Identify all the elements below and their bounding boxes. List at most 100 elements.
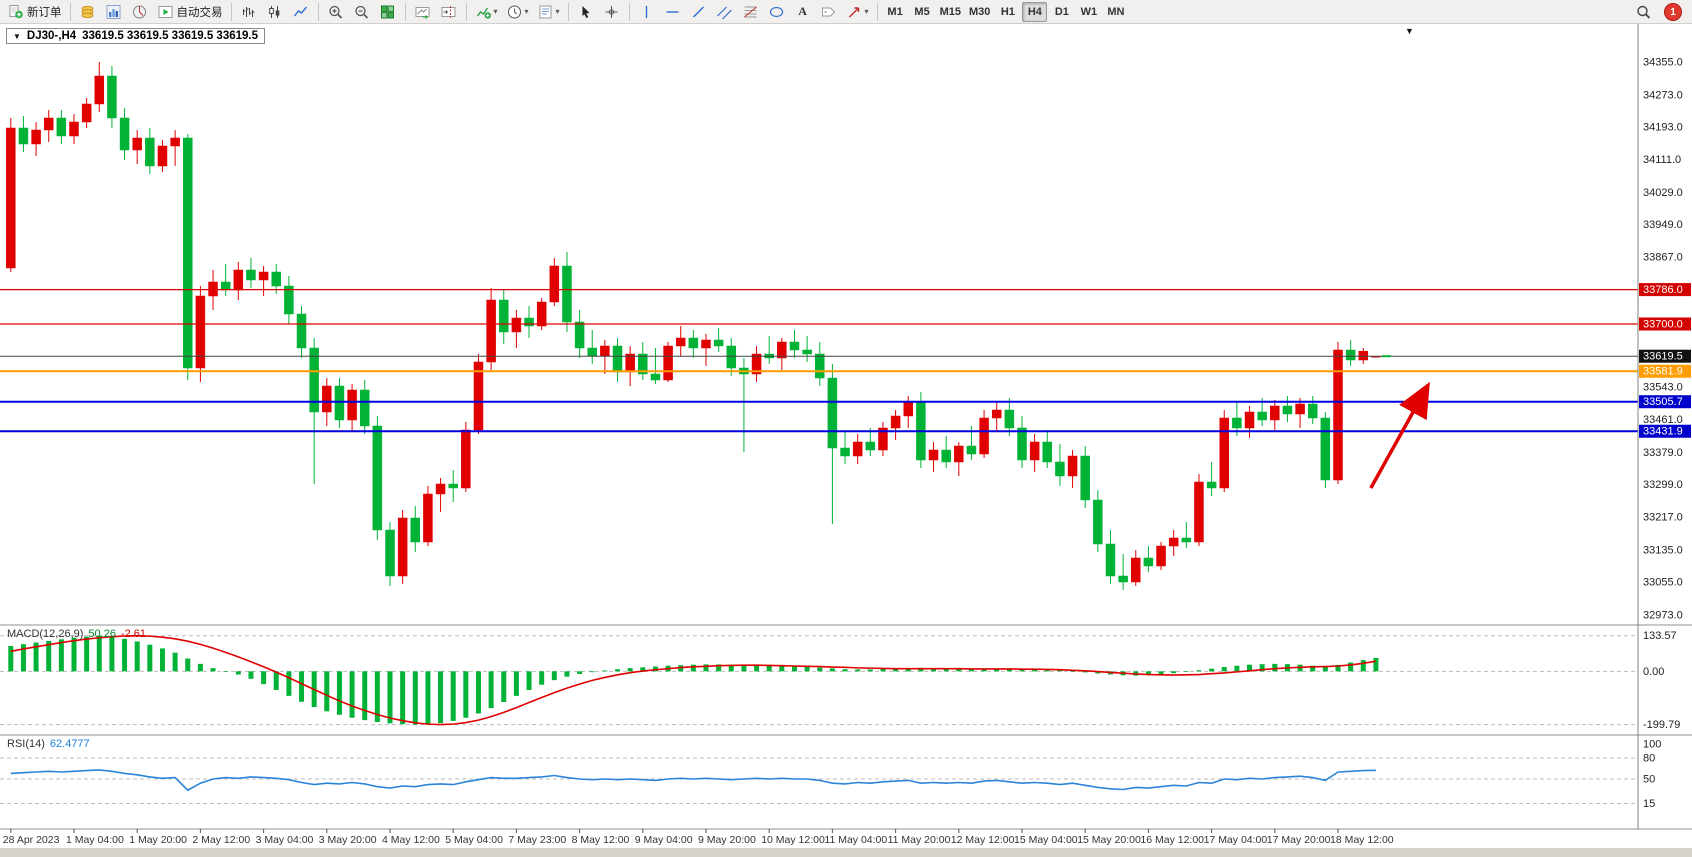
vertical-line-icon[interactable]	[635, 2, 659, 22]
svg-text:8 May 12:00: 8 May 12:00	[572, 834, 630, 846]
text-icon[interactable]: A	[798, 4, 807, 18]
channel-icon[interactable]	[713, 2, 737, 22]
chart-ohlc: 33619.5 33619.5 33619.5 33619.5	[82, 30, 259, 42]
macd-signal-value: -2.61	[120, 628, 147, 640]
zoom-out-icon[interactable]	[350, 2, 374, 22]
svg-text:17 May 04:00: 17 May 04:00	[1204, 834, 1268, 846]
svg-text:11 May 04:00: 11 May 04:00	[824, 834, 887, 846]
toolbar: 新订单 自动交易 ▾ ▾ ▾ A ▾ M1 M5 M15 M30 H1 H4 D1 W1 MN	[0, 0, 1692, 24]
toolbar-separator	[876, 2, 878, 21]
fibonacci-icon[interactable]	[739, 2, 763, 22]
auto-scroll-icon[interactable]	[411, 2, 435, 22]
svg-text:12 May 12:00: 12 May 12:00	[951, 834, 1015, 846]
rsi-indicator-label: RSI(14) 62.4777	[7, 738, 90, 750]
svg-text:33619.5: 33619.5	[1643, 351, 1683, 363]
timeframe-button-m30[interactable]: M30	[968, 5, 991, 18]
new-order-button[interactable]: 新订单	[4, 2, 65, 22]
chart-shift-icon[interactable]	[437, 2, 461, 22]
svg-text:34355.0: 34355.0	[1643, 57, 1683, 69]
templates-icon[interactable]: ▾	[534, 2, 563, 22]
svg-text:1 May 04:00: 1 May 04:00	[66, 834, 124, 846]
crosshair-icon[interactable]	[600, 2, 624, 22]
toolbar-separator	[567, 2, 569, 21]
toolbar-separator	[317, 2, 319, 21]
toolbar-separator	[628, 2, 630, 21]
pane-divider-rsi[interactable]	[0, 730, 1638, 740]
indicators-icon[interactable]: ▾	[472, 2, 501, 22]
trendline-icon[interactable]	[687, 2, 711, 22]
timeframe-button-m15[interactable]: M15	[939, 5, 961, 18]
svg-text:32973.0: 32973.0	[1643, 609, 1683, 621]
chart-dropdown-icon[interactable]: ▼	[13, 31, 21, 41]
auto-trading-button[interactable]: 自动交易	[154, 2, 226, 22]
shapes-icon[interactable]	[765, 2, 789, 22]
svg-text:33461.0: 33461.0	[1643, 414, 1683, 426]
svg-text:4 May 12:00: 4 May 12:00	[382, 834, 440, 846]
timeframe-button-h4[interactable]: H4	[1022, 1, 1048, 22]
svg-text:2 May 12:00: 2 May 12:00	[192, 834, 250, 846]
svg-text:17 May 20:00: 17 May 20:00	[1267, 834, 1331, 846]
text-label-icon[interactable]	[817, 2, 841, 22]
timeframe-button-h1[interactable]: H1	[1000, 5, 1015, 18]
svg-text:34029.0: 34029.0	[1643, 187, 1683, 199]
svg-text:9 May 20:00: 9 May 20:00	[698, 834, 756, 846]
notification-badge[interactable]: 1	[1664, 3, 1682, 21]
periods-icon[interactable]: ▾	[503, 2, 532, 22]
svg-text:33505.7: 33505.7	[1643, 396, 1683, 408]
svg-text:5 May 04:00: 5 May 04:00	[445, 834, 503, 846]
svg-text:33217.0: 33217.0	[1643, 512, 1683, 524]
svg-text:-199.79: -199.79	[1643, 719, 1680, 731]
svg-text:15 May 04:00: 15 May 04:00	[1014, 834, 1078, 846]
svg-text:33055.0: 33055.0	[1643, 577, 1683, 589]
svg-text:16 May 12:00: 16 May 12:00	[1140, 834, 1204, 846]
svg-text:33867.0: 33867.0	[1643, 252, 1683, 264]
toolbar-separator	[404, 2, 406, 21]
toolbar-right: 1	[1630, 2, 1682, 22]
macd-name: MACD(12,26,9)	[7, 628, 84, 640]
svg-text:11 May 20:00: 11 May 20:00	[888, 834, 951, 846]
horizontal-line-icon[interactable]	[661, 2, 685, 22]
svg-text:33543.0: 33543.0	[1643, 381, 1683, 393]
svg-text:33949.0: 33949.0	[1643, 219, 1683, 231]
timeframe-button-w1[interactable]: W1	[1080, 5, 1098, 18]
candlestick-chart-icon[interactable]	[263, 2, 287, 22]
timeframe-button-mn[interactable]: MN	[1107, 5, 1125, 18]
pane-divider-macd[interactable]	[0, 620, 1638, 630]
timeframe-button-m1[interactable]: M1	[887, 5, 903, 18]
svg-text:33786.0: 33786.0	[1643, 284, 1683, 296]
search-icon[interactable]	[1631, 2, 1655, 22]
svg-text:133.57: 133.57	[1643, 630, 1677, 642]
bar-chart-icon[interactable]	[237, 2, 261, 22]
line-chart-icon[interactable]	[289, 2, 313, 22]
arrows-tool-icon[interactable]: ▾	[843, 2, 872, 22]
macd-main-value: 50.26	[88, 628, 116, 640]
svg-text:50: 50	[1643, 774, 1655, 786]
time-axis[interactable]	[0, 829, 1638, 848]
svg-text:33581.9: 33581.9	[1643, 366, 1683, 378]
price-axis[interactable]	[1638, 24, 1692, 829]
chart-nav-triangle-icon[interactable]: ▼	[1405, 26, 1414, 36]
svg-text:1 May 20:00: 1 May 20:00	[129, 834, 187, 846]
svg-text:33700.0: 33700.0	[1643, 319, 1683, 331]
svg-text:33379.0: 33379.0	[1643, 447, 1683, 459]
zoom-in-icon[interactable]	[324, 2, 348, 22]
chart-title-box: ▼ DJ30-,H4 33619.5 33619.5 33619.5 33619…	[6, 28, 266, 44]
tile-windows-icon[interactable]	[376, 2, 400, 22]
cursor-icon[interactable]	[574, 2, 598, 22]
data-window-icon[interactable]	[102, 2, 126, 22]
navigator-icon[interactable]	[128, 2, 152, 22]
toolbar-separator	[69, 2, 71, 21]
svg-text:34193.0: 34193.0	[1643, 121, 1683, 133]
toolbar-separator	[230, 2, 232, 21]
svg-text:28 Apr 2023: 28 Apr 2023	[3, 834, 60, 846]
svg-text:34111.0: 34111.0	[1643, 154, 1681, 166]
market-watch-icon[interactable]	[76, 2, 100, 22]
svg-text:80: 80	[1643, 753, 1655, 765]
svg-text:0.00: 0.00	[1643, 666, 1664, 678]
timeframe-button-m5[interactable]: M5	[914, 5, 930, 18]
svg-text:33135.0: 33135.0	[1643, 545, 1683, 557]
timeframe-button-d1[interactable]: D1	[1054, 5, 1069, 18]
